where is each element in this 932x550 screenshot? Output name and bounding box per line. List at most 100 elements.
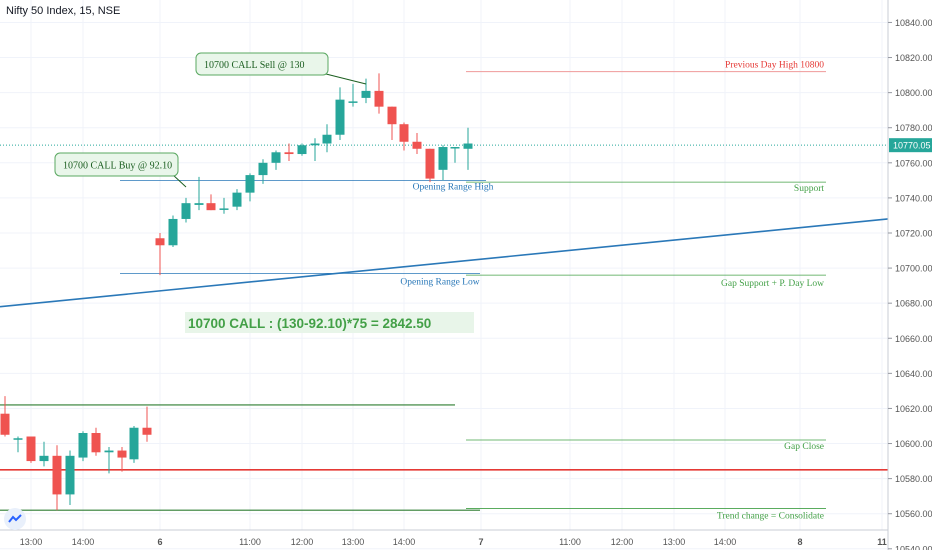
candle	[219, 197, 229, 214]
candle-body	[13, 438, 23, 440]
candle-body	[168, 218, 178, 246]
candle-body	[463, 143, 473, 149]
candle-body	[374, 90, 384, 107]
candle	[155, 232, 165, 276]
candle-body	[387, 106, 397, 125]
candle-body	[335, 99, 345, 135]
x-tick-label: 14:00	[72, 537, 95, 547]
y-tick-label: 10740.00	[895, 193, 932, 203]
candle	[65, 450, 75, 505]
candle-body	[194, 203, 204, 205]
x-tick-label: 11:00	[559, 537, 581, 547]
y-tick-label: 10640.00	[895, 369, 932, 379]
candle	[271, 150, 281, 170]
candle	[168, 215, 178, 248]
candle	[425, 148, 435, 183]
candle-body	[245, 175, 255, 193]
candles[interactable]	[0, 73, 473, 511]
candle-body	[91, 433, 101, 453]
candle	[258, 159, 268, 184]
x-tick-label: 6	[157, 537, 162, 547]
candle	[0, 396, 10, 437]
candle	[104, 447, 114, 474]
candle-body	[0, 413, 10, 435]
candle	[52, 445, 62, 511]
level-label: Gap Close	[784, 442, 824, 452]
candle	[463, 127, 473, 170]
callout-box	[54, 152, 179, 177]
candle-body	[425, 148, 435, 179]
level-labels: Previous Day High 10800 Support Opening Ra…	[400, 61, 824, 522]
x-tick-label: 12:00	[291, 537, 314, 547]
candle-body	[78, 433, 88, 458]
last-price-label: 10770.05	[893, 141, 931, 151]
candle	[284, 143, 294, 162]
candle-body	[142, 427, 152, 435]
candle	[412, 132, 422, 155]
buy-callout: 10700 CALL Buy @ 92.10	[54, 152, 187, 188]
candle	[194, 176, 204, 211]
candle-body	[258, 162, 268, 176]
level-label: Opening Range High	[413, 182, 494, 192]
x-tick-label: 11	[877, 537, 887, 547]
level-label: Opening Range Low	[400, 277, 479, 287]
callout-text: 10700 CALL Buy @ 92.10	[63, 161, 172, 172]
candle-body	[322, 134, 332, 144]
tradingview-logo-icon[interactable]	[4, 508, 26, 530]
candle	[335, 87, 345, 141]
trendline	[0, 218, 889, 308]
candle-body	[361, 90, 371, 98]
candle-body	[104, 450, 114, 453]
profit-box-bg	[185, 312, 474, 333]
candle-body	[438, 147, 448, 170]
y-tick-label: 10540.00	[895, 544, 932, 550]
candle	[374, 73, 384, 114]
x-tick-label: 13:00	[20, 537, 43, 547]
candle	[348, 83, 358, 107]
candle	[142, 406, 152, 442]
candle-body	[206, 203, 216, 211]
y-tick-label: 10800.00	[895, 88, 932, 98]
candle-body	[39, 455, 49, 462]
level-label: Previous Day High 10800	[725, 61, 824, 71]
candle	[399, 122, 409, 151]
candle-body	[348, 101, 358, 103]
candle-body	[181, 203, 191, 219]
x-tick-label: 13:00	[342, 537, 365, 547]
x-tick-label: 12:00	[611, 537, 634, 547]
candle-body	[52, 455, 62, 495]
level-label: Trend change = Consolidate	[717, 511, 824, 521]
callout-text: 10700 CALL Sell @ 130	[204, 60, 305, 71]
y-tick-label: 10680.00	[895, 299, 932, 309]
candle	[13, 436, 23, 453]
candle	[450, 147, 460, 163]
candle	[297, 143, 307, 156]
level-label: Gap Support + P. Day Low	[721, 279, 824, 289]
candle	[129, 425, 139, 463]
candle-body	[297, 145, 307, 155]
y-tick-label: 10760.00	[895, 158, 932, 168]
candle	[26, 436, 36, 463]
y-tick-label: 10660.00	[895, 334, 932, 344]
candle-body	[271, 152, 281, 163]
y-tick-label: 10620.00	[895, 404, 932, 414]
candle-body	[65, 455, 75, 495]
x-tick-label: 13:00	[663, 537, 686, 547]
x-tick-label: 14:00	[714, 537, 737, 547]
candle-body	[26, 436, 36, 462]
candle	[310, 138, 320, 162]
grid	[0, 0, 888, 550]
y-tick-label: 10560.00	[895, 509, 932, 519]
candle-body	[232, 192, 242, 207]
candle	[245, 173, 255, 202]
candle	[91, 427, 101, 456]
candle	[438, 145, 448, 181]
annotations[interactable]: 10700 CALL Sell @ 130 10700 CALL Buy @ 92…	[54, 52, 474, 333]
sell-callout: 10700 CALL Sell @ 130	[195, 52, 367, 85]
y-tick-label: 10580.00	[895, 474, 932, 484]
y-tick-label: 10780.00	[895, 123, 932, 133]
candle-body	[219, 208, 229, 210]
candle-body	[155, 238, 165, 246]
